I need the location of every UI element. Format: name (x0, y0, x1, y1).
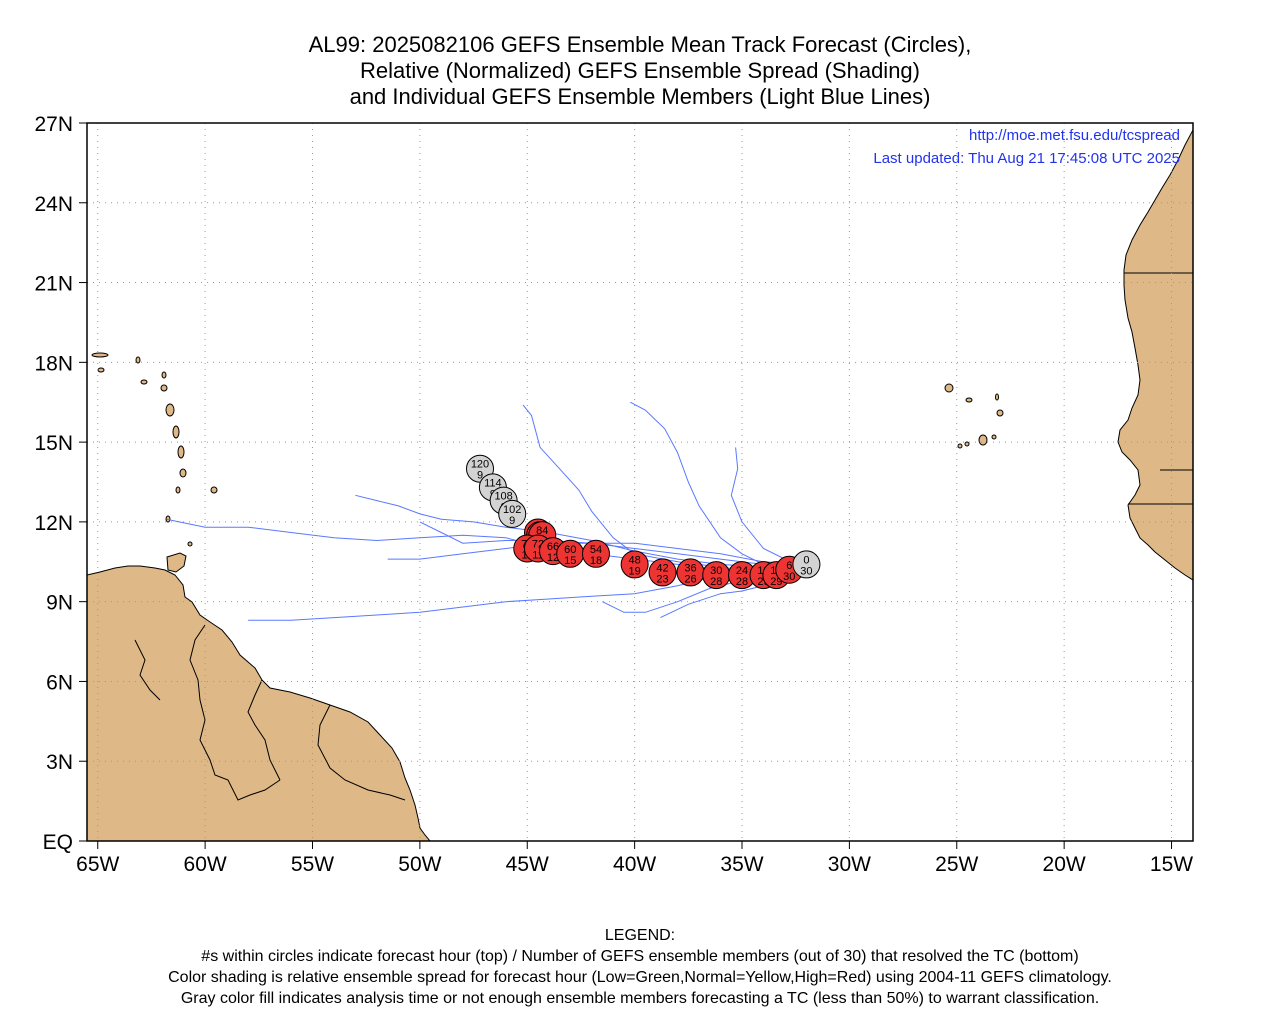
member-count-label: 23 (656, 573, 668, 585)
forecast-circle-fill (648, 558, 677, 587)
lat-tick-label: 24N (34, 193, 73, 216)
lat-tick-label: 15N (34, 432, 73, 455)
africa-border-lines (1124, 272, 1193, 505)
cape-verde-islands (944, 383, 1004, 449)
country-borders (134, 624, 406, 801)
land-layer (87, 123, 1193, 841)
forecast-circle-fill (581, 539, 610, 568)
legend-heading: LEGEND: (604, 927, 676, 944)
lat-tick-label: 9N (46, 592, 73, 615)
chart-title: AL99: 2025082106 GEFS Ensemble Mean Trac… (0, 32, 1280, 110)
lon-tick-label: 50W (398, 853, 441, 876)
plot-frame (86, 122, 1194, 842)
forecast-hour-label: 0 (803, 554, 809, 566)
forecast-circle-fill (620, 550, 649, 579)
member-count-label: 15 (564, 555, 576, 567)
lon-tick-label: 30W (828, 853, 871, 876)
member-count-label: 30 (783, 571, 795, 583)
lesser-antilles-islands (91, 352, 218, 547)
lon-tick-label: 25W (935, 853, 978, 876)
forecast-hour-label: 108 (494, 491, 512, 503)
member-count-label: 30 (800, 565, 812, 577)
forecast-hour-label: 84 (536, 525, 548, 537)
south-america-landmass (87, 565, 431, 841)
lon-tick-label: 55W (291, 853, 334, 876)
ensemble-member-line (730, 447, 807, 565)
lat-tick-label: 18N (34, 352, 73, 375)
forecast-hour-label: 30 (710, 565, 722, 577)
forecast-hour-label: 54 (590, 544, 602, 556)
title-line-1: AL99: 2025082106 GEFS Ensemble Mean Trac… (308, 32, 972, 57)
forecast-hour-label: 60 (564, 544, 576, 556)
forecast-hour-label: 120 (471, 459, 489, 471)
forecast-circle-fill (498, 499, 527, 528)
lat-tick-label: 12N (34, 512, 73, 535)
member-count-label: 19 (629, 565, 641, 577)
forecast-hour-label: 6 (786, 560, 792, 572)
axis-labels: 65W 60W 55W 50W 45W 40W 35W 30W 25W 20W 15W EQ 3N 6N 9… (34, 113, 1193, 876)
forecast-hour-label: 66 (547, 541, 559, 553)
lon-tick-label: 35W (720, 853, 763, 876)
west-africa-landmass (1117, 123, 1193, 581)
legend-line-1: #s within circles indicate forecast hour… (201, 948, 1079, 965)
member-count-label: 9 (477, 470, 483, 482)
ensemble-member-line (630, 401, 807, 571)
lon-tick-label: 40W (613, 853, 656, 876)
lon-tick-label: 15W (1150, 853, 1193, 876)
lon-tick-label: 65W (76, 853, 119, 876)
forecast-hour-label: 114 (484, 477, 502, 489)
forecast-hour-label: 42 (656, 562, 668, 574)
forecast-hour-label: 36 (684, 562, 696, 574)
lat-tick-label: EQ (43, 831, 73, 854)
forecast-hour-label: 24 (736, 565, 748, 577)
member-count-label: 26 (684, 573, 696, 585)
last-updated-text: Last updated: Thu Aug 21 17:45:08 UTC 20… (873, 150, 1180, 167)
member-count-label: 9 (509, 515, 515, 527)
legend-line-2: Color shading is relative ensemble sprea… (168, 969, 1112, 986)
lat-tick-label: 27N (34, 113, 73, 136)
member-count-label: 18 (590, 555, 602, 567)
title-line-2: Relative (Normalized) GEFS Ensemble Spre… (359, 58, 920, 83)
lat-tick-label: 3N (46, 751, 73, 774)
legend-line-3: Gray color fill indicates analysis time … (180, 990, 1100, 1007)
lon-tick-label: 20W (1043, 853, 1086, 876)
mean-track-circles: 1209114910891029961090108411781172116612… (466, 454, 821, 590)
member-count-label: 12 (547, 552, 559, 564)
forecast-circle-fill (792, 550, 821, 579)
lon-tick-label: 45W (506, 853, 549, 876)
member-count-label: 28 (710, 576, 722, 588)
forecast-hour-label: 48 (629, 554, 641, 566)
lon-tick-label: 60W (184, 853, 227, 876)
member-count-label: 28 (736, 576, 748, 588)
lat-tick-label: 6N (46, 671, 73, 694)
member-count-label: 11 (532, 549, 543, 561)
trinidad-island (166, 552, 187, 573)
lat-tick-label: 21N (34, 273, 73, 296)
source-url-link[interactable]: http://moe.met.fsu.edu/tcspread (969, 127, 1180, 144)
forecast-hour-label: 102 (503, 504, 521, 516)
ensemble-member-line (419, 521, 807, 565)
forecast-circle: 030 (792, 550, 821, 579)
title-line-3: and Individual GEFS Ensemble Members (Li… (349, 84, 931, 109)
legend: LEGEND: #s within circles indicate forec… (0, 925, 1280, 1009)
